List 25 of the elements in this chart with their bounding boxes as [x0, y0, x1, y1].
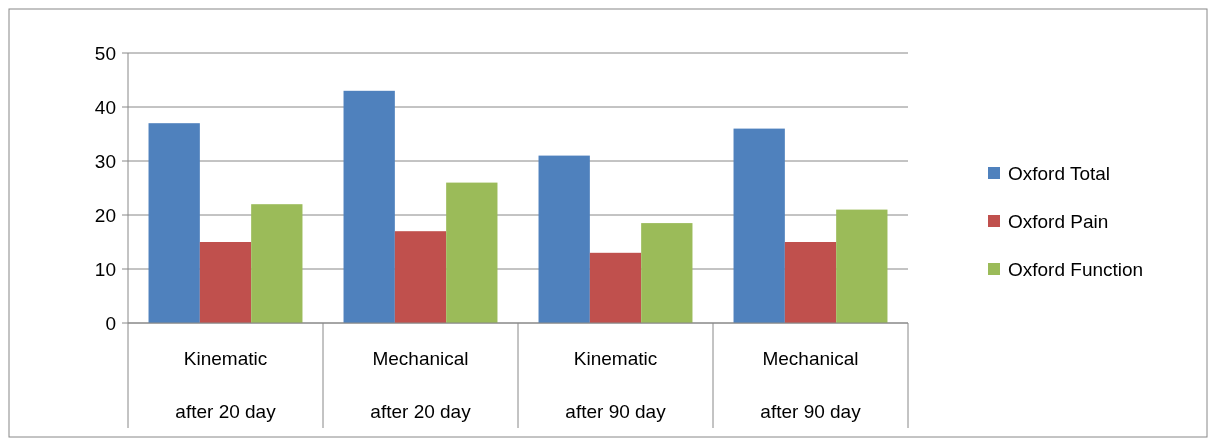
bar [199, 242, 252, 323]
bar [784, 242, 837, 323]
y-tick-label: 40 [94, 96, 116, 118]
y-tick-label: 10 [94, 258, 116, 280]
bar [589, 252, 642, 323]
bar [251, 204, 303, 323]
legend-label: Oxford Pain [1008, 210, 1109, 232]
legend-label: Oxford Function [1008, 258, 1144, 280]
category-label: Kinematic after 20 day [175, 348, 276, 422]
bar [446, 182, 498, 323]
category-label: Mechanical after 90 day [760, 348, 861, 422]
legend-label: Oxford Total [1008, 162, 1111, 184]
bar [343, 90, 395, 323]
bar [733, 128, 785, 323]
y-tick-label: 50 [94, 42, 116, 64]
y-tick-label: 20 [94, 204, 116, 226]
y-tick-label: 30 [94, 150, 116, 172]
bar [538, 155, 590, 323]
category-label: Kinematic after 90 day [565, 348, 666, 422]
bar [394, 231, 447, 323]
bar [148, 123, 200, 323]
y-tick-label: 0 [105, 312, 116, 334]
bar [836, 209, 888, 323]
category-label: Mechanical after 20 day [370, 348, 471, 422]
bar [641, 223, 693, 323]
